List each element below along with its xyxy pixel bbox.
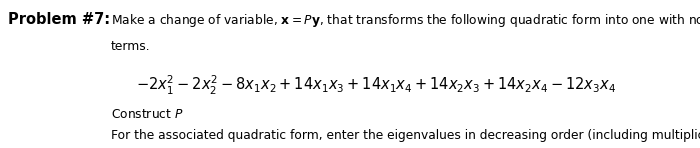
Text: Problem #7:: Problem #7: bbox=[8, 12, 111, 27]
Text: $-2x_1^2 - 2x_2^2 - 8x_1x_2 + 14x_1x_3 + 14x_1x_4 + 14x_2x_3 + 14x_2x_4 - 12x_3x: $-2x_1^2 - 2x_2^2 - 8x_1x_2 + 14x_1x_3 +… bbox=[136, 74, 617, 97]
Text: For the associated quadratic form, enter the eigenvalues in decreasing order (in: For the associated quadratic form, enter… bbox=[111, 129, 700, 142]
Text: terms.: terms. bbox=[111, 40, 150, 53]
Text: Make a change of variable, $\mathbf{x} = P\mathbf{y}$, that transforms the follo: Make a change of variable, $\mathbf{x} =… bbox=[111, 12, 700, 29]
Text: Construct $P$: Construct $P$ bbox=[111, 108, 183, 121]
